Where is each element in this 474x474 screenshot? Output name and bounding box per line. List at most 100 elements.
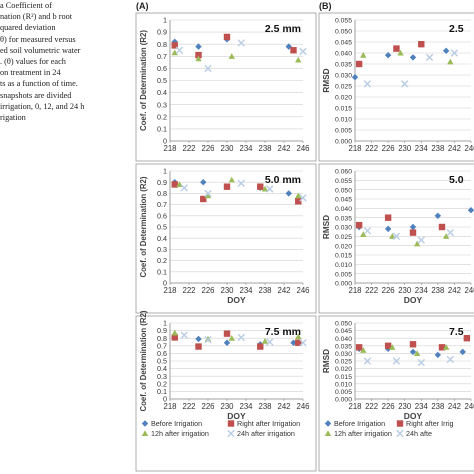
legend-label: 12h after irrigation: [151, 429, 209, 438]
x-tick-label: 242: [448, 144, 461, 153]
panel-label-b: (B): [319, 1, 332, 11]
y-tick-label: 0.4: [157, 234, 167, 243]
y-tick-label: 0.010: [335, 262, 352, 269]
series-h24: [363, 355, 454, 367]
data-point-triangle: [195, 55, 202, 62]
x-tick-label: 242: [448, 402, 461, 411]
data-point-square: [171, 334, 178, 341]
series-h12: [360, 231, 450, 247]
y-tick-label: 0.020: [335, 95, 352, 102]
y-tick-label: 0.005: [335, 271, 352, 278]
depth-label: 2.5: [449, 23, 464, 35]
y-tick-label: 0: [163, 279, 167, 288]
data-point-x: [299, 194, 307, 202]
data-point-diamond: [409, 54, 417, 61]
series-right-after: [171, 33, 297, 59]
depth-label: 7.5: [449, 326, 464, 338]
data-point-triangle: [228, 335, 235, 341]
x-tick-label: 222: [182, 286, 195, 295]
data-point-square: [409, 341, 417, 348]
x-tick-label: 238: [431, 402, 444, 411]
x-tick-label: 226: [201, 402, 214, 411]
data-point-x: [363, 357, 372, 365]
y-tick-label: 0.2: [157, 379, 167, 388]
data-point-x: [227, 429, 235, 438]
y-tick-label: 0.030: [335, 351, 352, 358]
data-point-x: [180, 184, 188, 192]
data-point-triangle: [413, 350, 421, 356]
x-axis-label: DOY: [404, 411, 423, 421]
y-tick-label: 0.040: [335, 51, 352, 58]
data-point-diamond: [351, 74, 359, 81]
x-tick-label: 246: [464, 144, 474, 153]
y-tick-label: 0.2: [157, 112, 167, 121]
data-point-x: [204, 336, 212, 344]
x-tick-label: 222: [182, 144, 195, 153]
x-tick-label: 234: [415, 144, 429, 153]
y-tick-label: 0.1: [157, 125, 167, 134]
data-point-x: [417, 358, 425, 367]
chart-frame: [318, 12, 474, 162]
series-h12: [176, 176, 302, 199]
y-tick-label: 0.050: [335, 321, 352, 328]
x-tick-label: 246: [296, 286, 309, 295]
x-tick-label: 238: [258, 402, 271, 411]
data-point-square: [393, 45, 400, 52]
y-tick-label: 0.8: [157, 334, 167, 343]
caption-line: irrigation, 0, 12, and 24 h: [0, 101, 85, 111]
y-tick-label: 0.050: [335, 29, 352, 36]
y-tick-label: 0.5: [157, 357, 167, 366]
legend-label: Before Irrigation: [151, 419, 202, 428]
data-point-square: [384, 342, 392, 349]
panel-label-a: (A): [136, 1, 149, 11]
data-point-diamond: [285, 190, 292, 197]
y-axis-label: Coef. of Determination (R2): [139, 310, 148, 411]
x-axis-label: DOY: [227, 411, 246, 421]
y-tick-label: 0: [163, 137, 167, 146]
caption-line: . (θ) values for each: [0, 57, 66, 67]
x-tick-label: 230: [220, 286, 234, 295]
x-tick-label: 226: [382, 144, 395, 153]
data-point-square: [355, 221, 363, 229]
y-axis-label: Coef. of Determination (R2): [139, 30, 148, 131]
y-tick-label: 0.040: [335, 336, 352, 343]
x-tick-label: 218: [348, 402, 361, 411]
data-point-x: [266, 338, 274, 346]
series-h12: [360, 344, 450, 356]
y-tick-label: 0.010: [335, 117, 352, 124]
data-point-diamond: [434, 212, 442, 219]
data-point-diamond: [141, 420, 149, 427]
series-h24: [363, 49, 459, 88]
depth-label: 5.0 mm: [265, 174, 301, 186]
data-point-x: [175, 46, 184, 54]
y-tick-label: 0.8: [157, 40, 167, 49]
data-point-triangle: [324, 430, 332, 437]
x-tick-label: 234: [415, 286, 429, 295]
series-h12: [171, 329, 302, 344]
y-tick-label: 0.5: [157, 223, 167, 232]
data-point-square: [355, 60, 363, 68]
y-tick-label: 0.045: [335, 328, 352, 335]
x-tick-label: 246: [296, 144, 309, 153]
series-right-after: [355, 335, 471, 351]
data-point-x: [204, 189, 212, 198]
y-tick-label: 0.3: [157, 372, 167, 381]
x-tick-label: 226: [201, 286, 214, 295]
figure-caption: a Coefficient of nation (R²) and b root …: [0, 0, 132, 123]
legend: Before Irrigation Right after Irrig 12h af…: [324, 419, 454, 438]
x-tick-label: 230: [220, 144, 234, 153]
x-tick-label: 218: [163, 402, 176, 411]
y-tick-label: 0.030: [335, 73, 352, 80]
data-point-x: [299, 47, 307, 56]
data-point-triangle: [171, 329, 178, 336]
series-right-after: [355, 41, 425, 68]
y-tick-label: 0.9: [157, 28, 167, 37]
data-point-triangle: [442, 344, 450, 350]
data-point-square: [418, 41, 425, 48]
y-tick-label: 0.055: [335, 178, 352, 185]
depth-label: 5.0: [449, 174, 464, 186]
data-point-x: [417, 236, 425, 244]
x-tick-label: 222: [365, 402, 378, 411]
data-point-x: [392, 357, 401, 365]
y-tick-label: 0.000: [335, 397, 352, 404]
